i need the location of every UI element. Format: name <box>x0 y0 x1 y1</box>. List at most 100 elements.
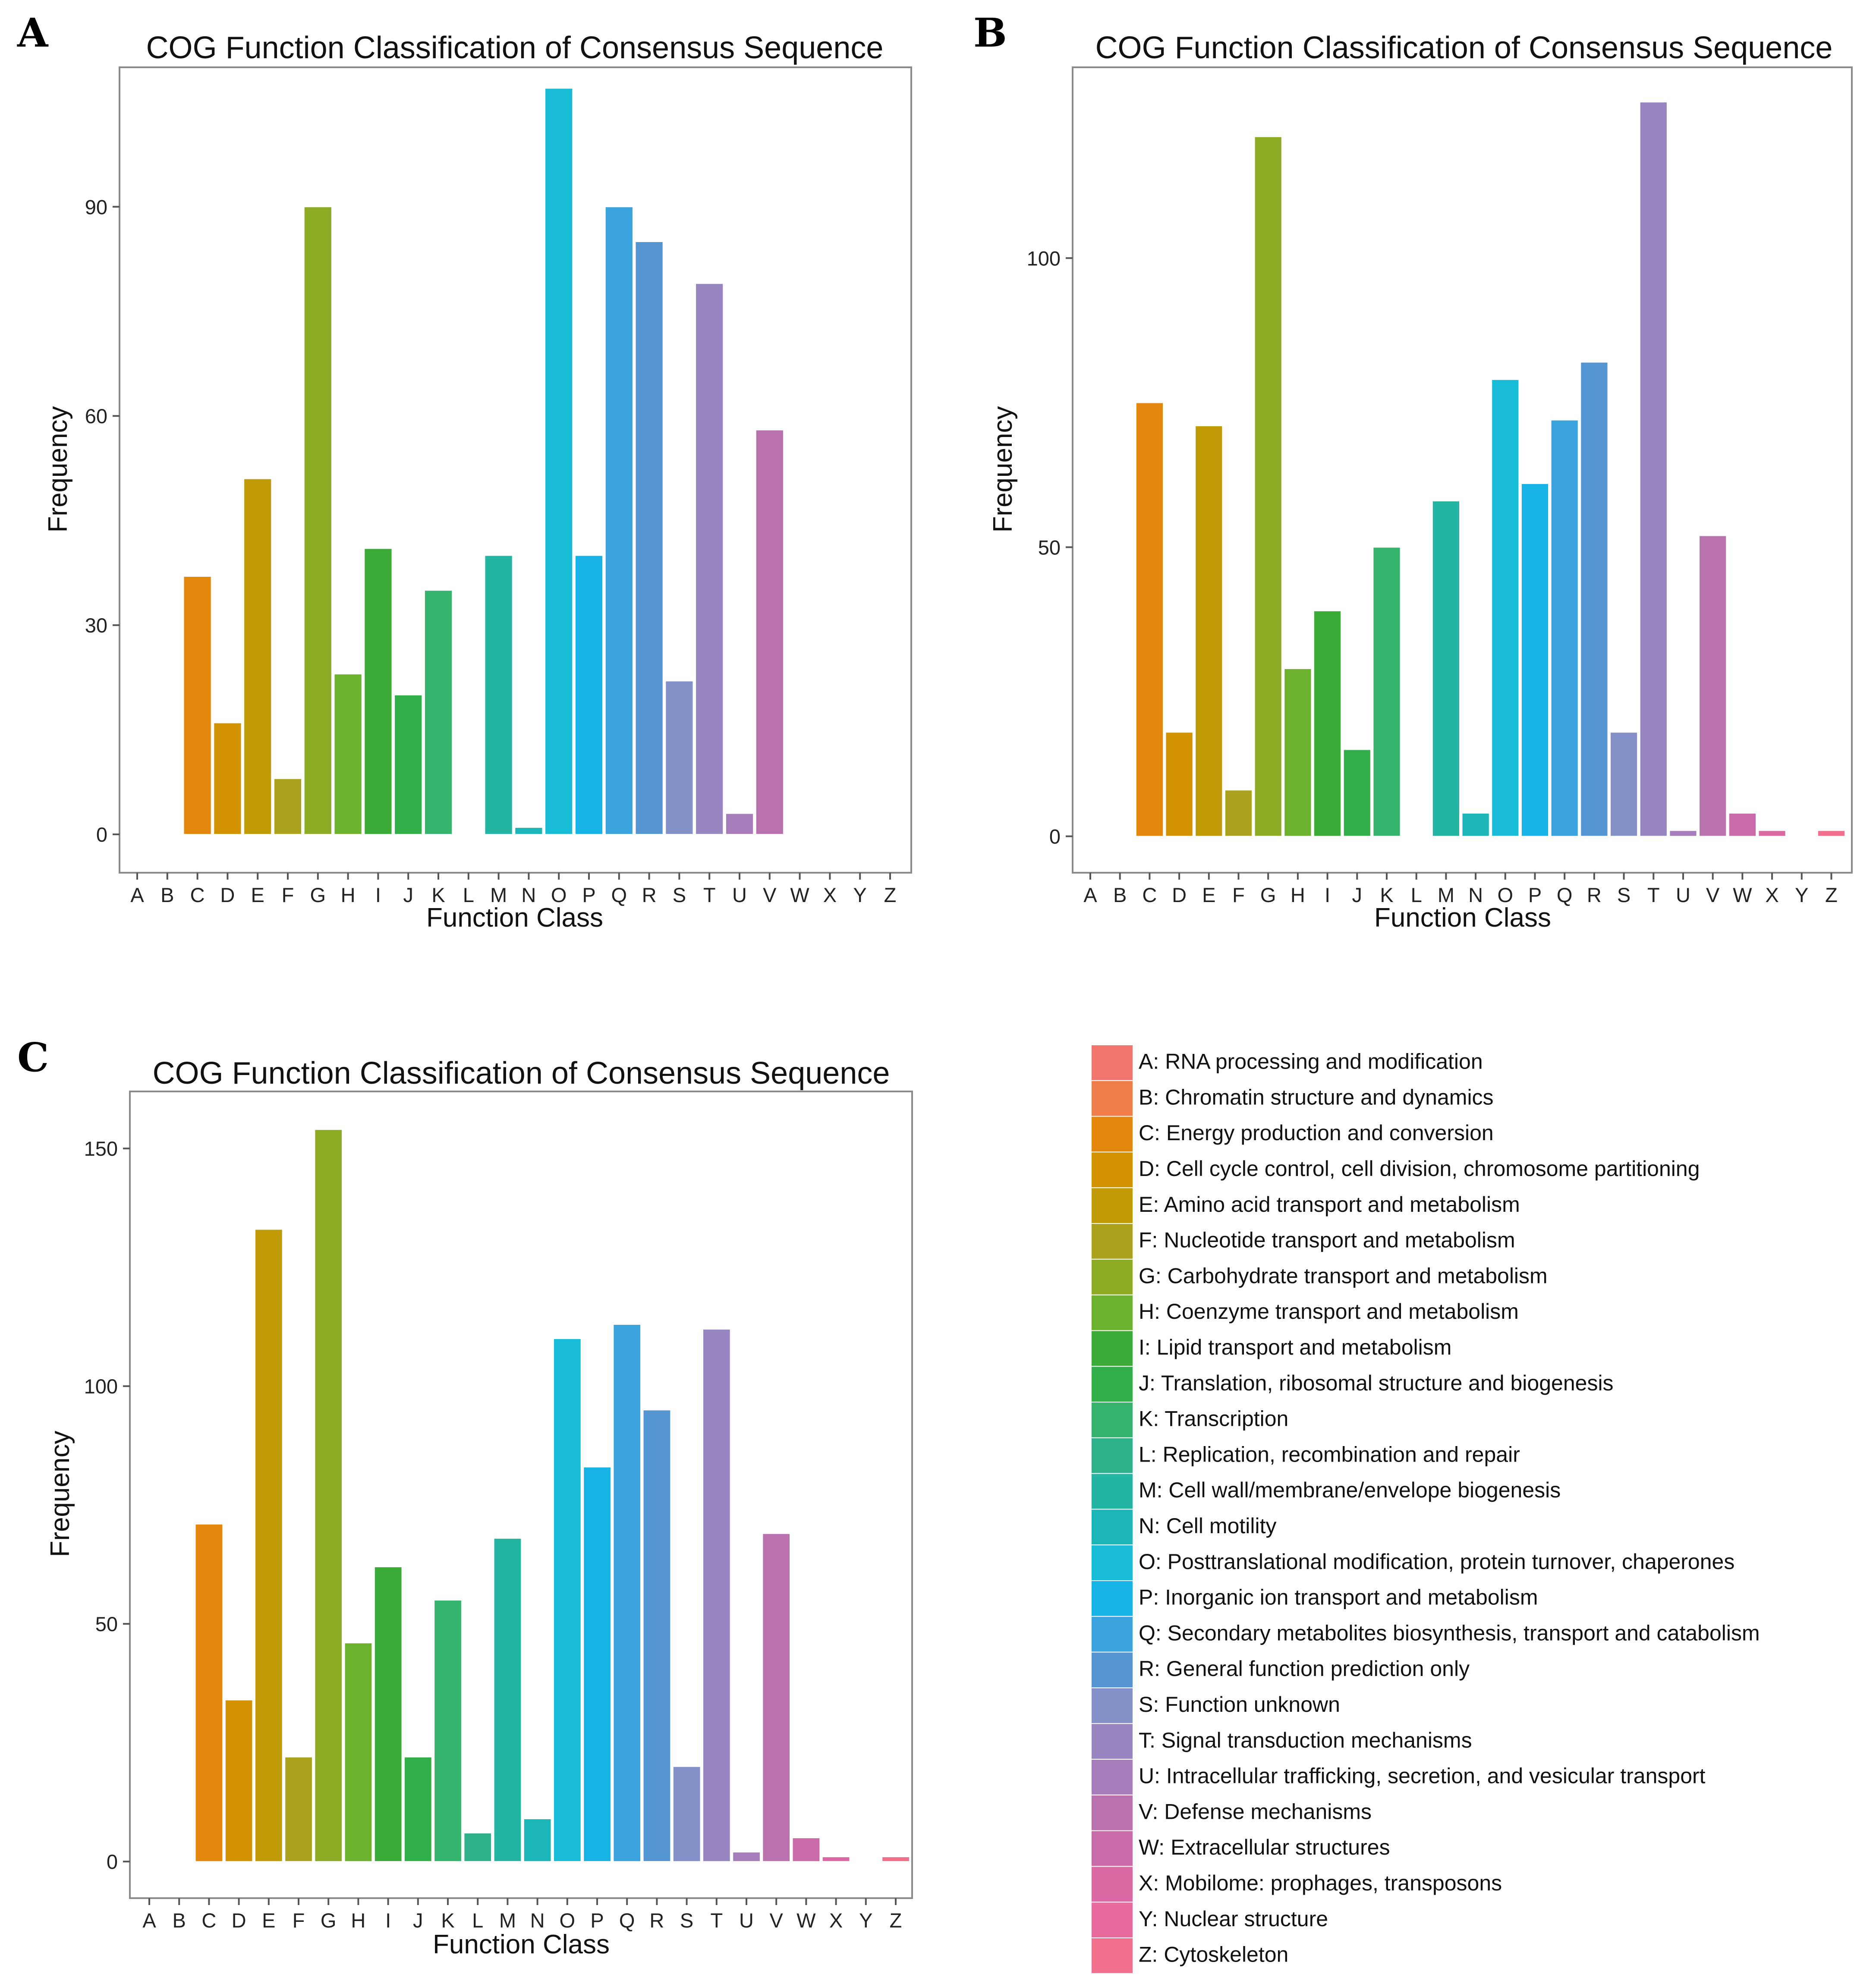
legend-label: X: Mobilome: prophages, transposons <box>1139 1871 1502 1895</box>
bar-v <box>1699 535 1727 837</box>
bar-o <box>553 1338 582 1862</box>
legend-swatch <box>1092 1224 1133 1259</box>
x-tick-label: M <box>1438 884 1454 906</box>
legend-label: N: Cell motility <box>1139 1514 1276 1538</box>
chart-title: COG Function Classification of Consensus… <box>153 1056 890 1091</box>
bar-u <box>732 1852 761 1862</box>
legend-swatch <box>1092 1116 1133 1152</box>
legend-label: H: Coenzyme transport and metabolism <box>1139 1299 1519 1324</box>
bar-e <box>1195 425 1223 837</box>
x-tick-label: M <box>490 884 507 906</box>
x-tick-label: K <box>431 884 445 906</box>
legend-item-q: Q: Secondary metabolites biosynthesis, t… <box>1092 1616 1760 1652</box>
x-axis-label: Function Class <box>433 1930 610 1959</box>
x-tick-label: Y <box>859 1909 872 1932</box>
bar-c <box>1135 402 1164 837</box>
x-tick-label: D <box>232 1909 246 1932</box>
bar-x <box>822 1856 850 1862</box>
legend-item-z: Z: Cytoskeleton <box>1092 1938 1288 1973</box>
x-tick-label: T <box>703 884 716 906</box>
y-axis-ticks: 0 50 100 <box>1027 247 1073 848</box>
x-tick-label: Y <box>1795 884 1808 906</box>
x-tick-label: L <box>1411 884 1422 906</box>
x-tick-label: C <box>201 1909 216 1932</box>
y-axis-ticks: 0 30 60 90 <box>85 195 120 846</box>
y-tick-label: 30 <box>85 614 107 637</box>
x-tick-label: V <box>1706 884 1720 906</box>
y-tick-label: 150 <box>84 1137 118 1160</box>
bar-t <box>1639 101 1668 837</box>
legend-label: O: Posttranslational modification, prote… <box>1139 1550 1734 1574</box>
legend-label: G: Carbohydrate transport and metabolism <box>1139 1264 1548 1288</box>
x-tick-label: A <box>130 884 144 906</box>
x-tick-label: P <box>582 884 595 906</box>
bar-z <box>881 1856 910 1862</box>
x-tick-label: Q <box>611 884 627 906</box>
bar-o <box>545 88 573 835</box>
x-tick-label: N <box>530 1909 545 1932</box>
y-tick-label: 0 <box>96 823 107 846</box>
x-tick-label: J <box>1352 884 1363 906</box>
legend-item-b: B: Chromatin structure and dynamics <box>1092 1081 1494 1116</box>
x-tick-label: S <box>680 1909 693 1932</box>
bar-h <box>344 1642 373 1862</box>
legend-label: C: Energy production and conversion <box>1139 1121 1494 1145</box>
chart-title: COG Function Classification of Consensus… <box>1095 31 1833 65</box>
legend-item-o: O: Posttranslational modification, prote… <box>1092 1545 1734 1580</box>
bar-q <box>604 206 633 835</box>
y-tick-label: 90 <box>85 195 107 218</box>
x-tick-label: T <box>1647 884 1660 906</box>
bar-n <box>523 1818 552 1862</box>
x-tick-label: D <box>220 884 235 906</box>
x-tick-label: O <box>560 1909 576 1932</box>
legend-label: E: Amino acid transport and metabolism <box>1139 1192 1520 1217</box>
legend-label: S: Function unknown <box>1139 1692 1340 1717</box>
legend-item-j: J: Translation, ribosomal structure and … <box>1092 1367 1614 1402</box>
legend-label: V: Defense mechanisms <box>1139 1799 1372 1824</box>
x-tick-label: I <box>375 884 381 906</box>
legend-item-r: R: General function prediction only <box>1092 1652 1470 1688</box>
legend-item-h: H: Coenzyme transport and metabolism <box>1092 1295 1519 1330</box>
legend-label: T: Signal transduction mechanisms <box>1139 1728 1472 1752</box>
x-tick-label: V <box>770 1909 784 1932</box>
legend-item-w: W: Extracellular structures <box>1092 1831 1390 1866</box>
x-tick-label: N <box>1468 884 1483 906</box>
legend-swatch <box>1092 1688 1133 1723</box>
legend-label: B: Chromatin structure and dynamics <box>1139 1085 1494 1109</box>
x-tick-label: T <box>710 1909 723 1932</box>
x-tick-label: M <box>499 1909 516 1932</box>
bar-c <box>183 576 212 835</box>
x-tick-label: Z <box>1825 884 1838 906</box>
bar-r <box>1580 362 1608 837</box>
legend-label: D: Cell cycle control, cell division, ch… <box>1139 1157 1700 1181</box>
x-tick-label: Q <box>1557 884 1573 906</box>
x-tick-label: B <box>1113 884 1127 906</box>
legend-label: Q: Secondary metabolites biosynthesis, t… <box>1139 1621 1760 1645</box>
x-tick-label: W <box>790 884 809 906</box>
legend-item-c: C: Energy production and conversion <box>1092 1116 1494 1152</box>
legend-swatch <box>1092 1581 1133 1616</box>
x-tick-label: X <box>823 884 837 906</box>
x-tick-label: E <box>251 884 264 906</box>
x-tick-label: F <box>282 884 294 906</box>
bar-l <box>463 1833 492 1862</box>
x-tick-label: H <box>351 1909 365 1932</box>
bar-j <box>1343 749 1371 837</box>
legend: A: RNA processing and modification B: Chr… <box>1092 1045 1760 1973</box>
x-tick-label: G <box>310 884 326 906</box>
x-tick-label: Z <box>890 1909 902 1932</box>
legend-item-v: V: Defense mechanisms <box>1092 1795 1372 1830</box>
bar-t <box>695 283 724 835</box>
panel-b: B COG Function Classification of Consens… <box>973 9 1853 933</box>
legend-label: P: Inorganic ion transport and metabolis… <box>1139 1585 1538 1610</box>
x-tick-label: X <box>1765 884 1778 906</box>
bars <box>195 1129 910 1862</box>
bar-q <box>1550 419 1579 837</box>
legend-swatch <box>1092 1795 1133 1830</box>
legend-swatch <box>1092 1760 1133 1795</box>
legend-swatch <box>1092 1188 1133 1223</box>
x-tick-label: A <box>1083 884 1097 906</box>
x-tick-label: A <box>142 1909 156 1932</box>
bar-w <box>792 1837 821 1862</box>
legend-swatch <box>1092 1045 1133 1080</box>
